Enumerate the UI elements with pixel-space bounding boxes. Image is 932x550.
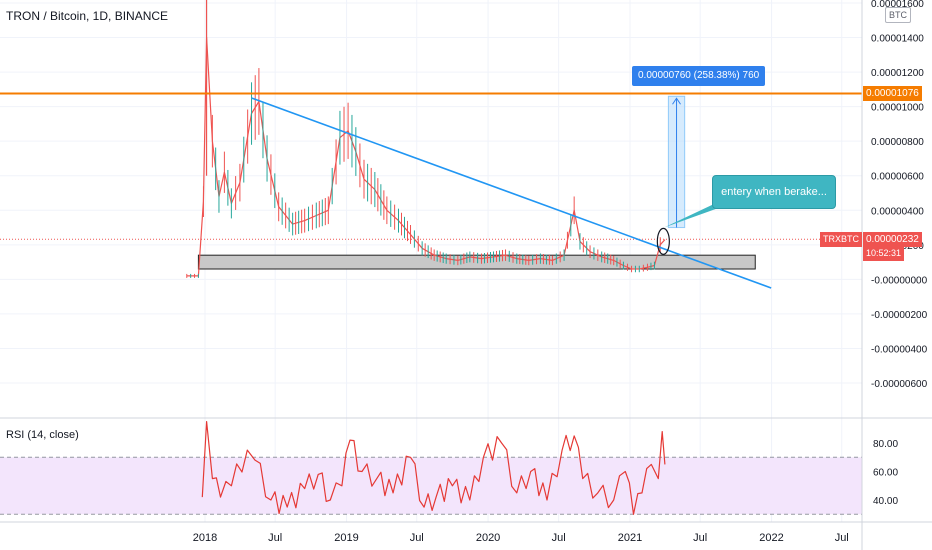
- time-axis-label: Jul: [693, 532, 707, 544]
- rsi-series: 80.00 60.00 40.00: [0, 421, 898, 515]
- price-series: [186, 0, 666, 278]
- rsi-axis-label: 80.00: [873, 439, 898, 450]
- symbol-title[interactable]: TRON / Bitcoin, 1D, BINANCE: [6, 9, 169, 23]
- rsi-title[interactable]: RSI (14, close): [6, 429, 79, 441]
- price-axis-label: 0.00000600: [871, 172, 924, 183]
- last-price-tag: 0.00000232: [863, 232, 922, 247]
- callout-tail: [664, 204, 724, 228]
- price-axis-label: -0.00000200: [871, 310, 928, 321]
- breakout-ellipse: [656, 227, 670, 255]
- time-axis-label: Jul: [268, 532, 282, 544]
- price-line: [186, 36, 666, 277]
- time-axis-label: 2021: [618, 532, 642, 544]
- rsi-axis-label: 60.00: [873, 468, 898, 479]
- support-zone-rect: [197, 254, 756, 270]
- price-axis-label: 0.00001200: [871, 68, 924, 79]
- time-axis-label: Jul: [410, 532, 424, 544]
- rsi-line: [201, 421, 666, 515]
- entry-callout[interactable]: entery when berake...: [712, 175, 836, 209]
- price-axis-label: 0.00001000: [871, 103, 924, 114]
- support-zone: [197, 254, 756, 270]
- countdown-tag: 10:52:31: [863, 246, 905, 261]
- rsi-axis-label: 40.00: [873, 496, 898, 507]
- time-axis-label: 2022: [759, 532, 783, 544]
- time-axis-label: Jul: [552, 532, 566, 544]
- measure-label[interactable]: 0.00000760 (258.38%) 760: [632, 66, 766, 86]
- trendline: [251, 97, 772, 289]
- measure-arrow-head: [672, 97, 681, 105]
- time-axis-label: Jul: [835, 532, 849, 544]
- drawing-overlays[interactable]: [0, 92, 862, 289]
- price-axis-label: -0.00000600: [871, 379, 928, 390]
- resistance-price-tag: 0.00001076: [863, 86, 922, 101]
- price-axis-label: 0.00001600: [871, 0, 924, 10]
- time-axis-label: 2019: [334, 532, 358, 544]
- price-axis-label: -0.00000000: [871, 275, 928, 286]
- time-axis-label: 2020: [476, 532, 500, 544]
- time-axis-label: 2018: [193, 532, 217, 544]
- price-axis-label: 0.00000400: [871, 206, 924, 217]
- price-axis-label: 0.00000800: [871, 137, 924, 148]
- symbol-tag: TRXBTC: [820, 232, 862, 247]
- price-axis-label: -0.00000400: [871, 344, 928, 355]
- price-axis-label: 0.00001400: [871, 34, 924, 45]
- currency-badge[interactable]: BTC: [885, 7, 911, 23]
